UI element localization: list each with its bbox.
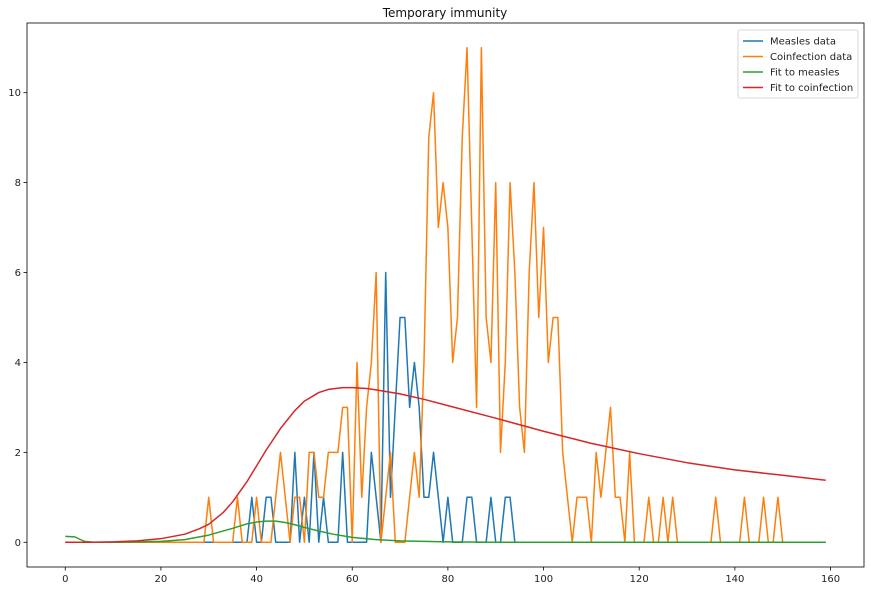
legend-label-0: Measles data (770, 37, 836, 48)
series-line-3 (65, 386, 826, 544)
legend-box (737, 29, 859, 99)
plot-area: 0 20 40 60 80 100 120 140 160 0 2 4 6 8 10 (8, 22, 865, 585)
y-tick-label-3: 6 (15, 268, 21, 279)
x-tick-label-7: 140 (725, 574, 744, 585)
legend-label-2: Fit to measles (770, 68, 840, 79)
y-tick-label-4: 8 (15, 178, 21, 189)
series-line-1 (65, 46, 826, 544)
x-tick-label-5: 100 (534, 574, 553, 585)
x-tick-label-8: 160 (821, 574, 840, 585)
chart-title: Temporary immunity (382, 6, 508, 20)
series-line-0 (65, 271, 826, 544)
x-tick-label-2: 40 (250, 574, 263, 585)
legend-label-3: Fit to coinfection (770, 83, 853, 94)
legend: Measles data Coinfection data Fit to measl… (737, 29, 859, 99)
x-tick-label-6: 120 (630, 574, 649, 585)
x-tick-label-1: 20 (155, 574, 168, 585)
axes-frame (26, 22, 865, 568)
y-tick-label-1: 2 (15, 448, 21, 459)
x-tick-label-3: 60 (346, 574, 359, 585)
y-tick-label-5: 10 (8, 88, 21, 99)
legend-label-1: Coinfection data (770, 52, 852, 63)
x-tick-label-4: 80 (442, 574, 455, 585)
y-tick-label-2: 4 (15, 358, 21, 369)
x-tick-label-0: 0 (62, 574, 68, 585)
y-tick-label-0: 0 (15, 538, 21, 549)
